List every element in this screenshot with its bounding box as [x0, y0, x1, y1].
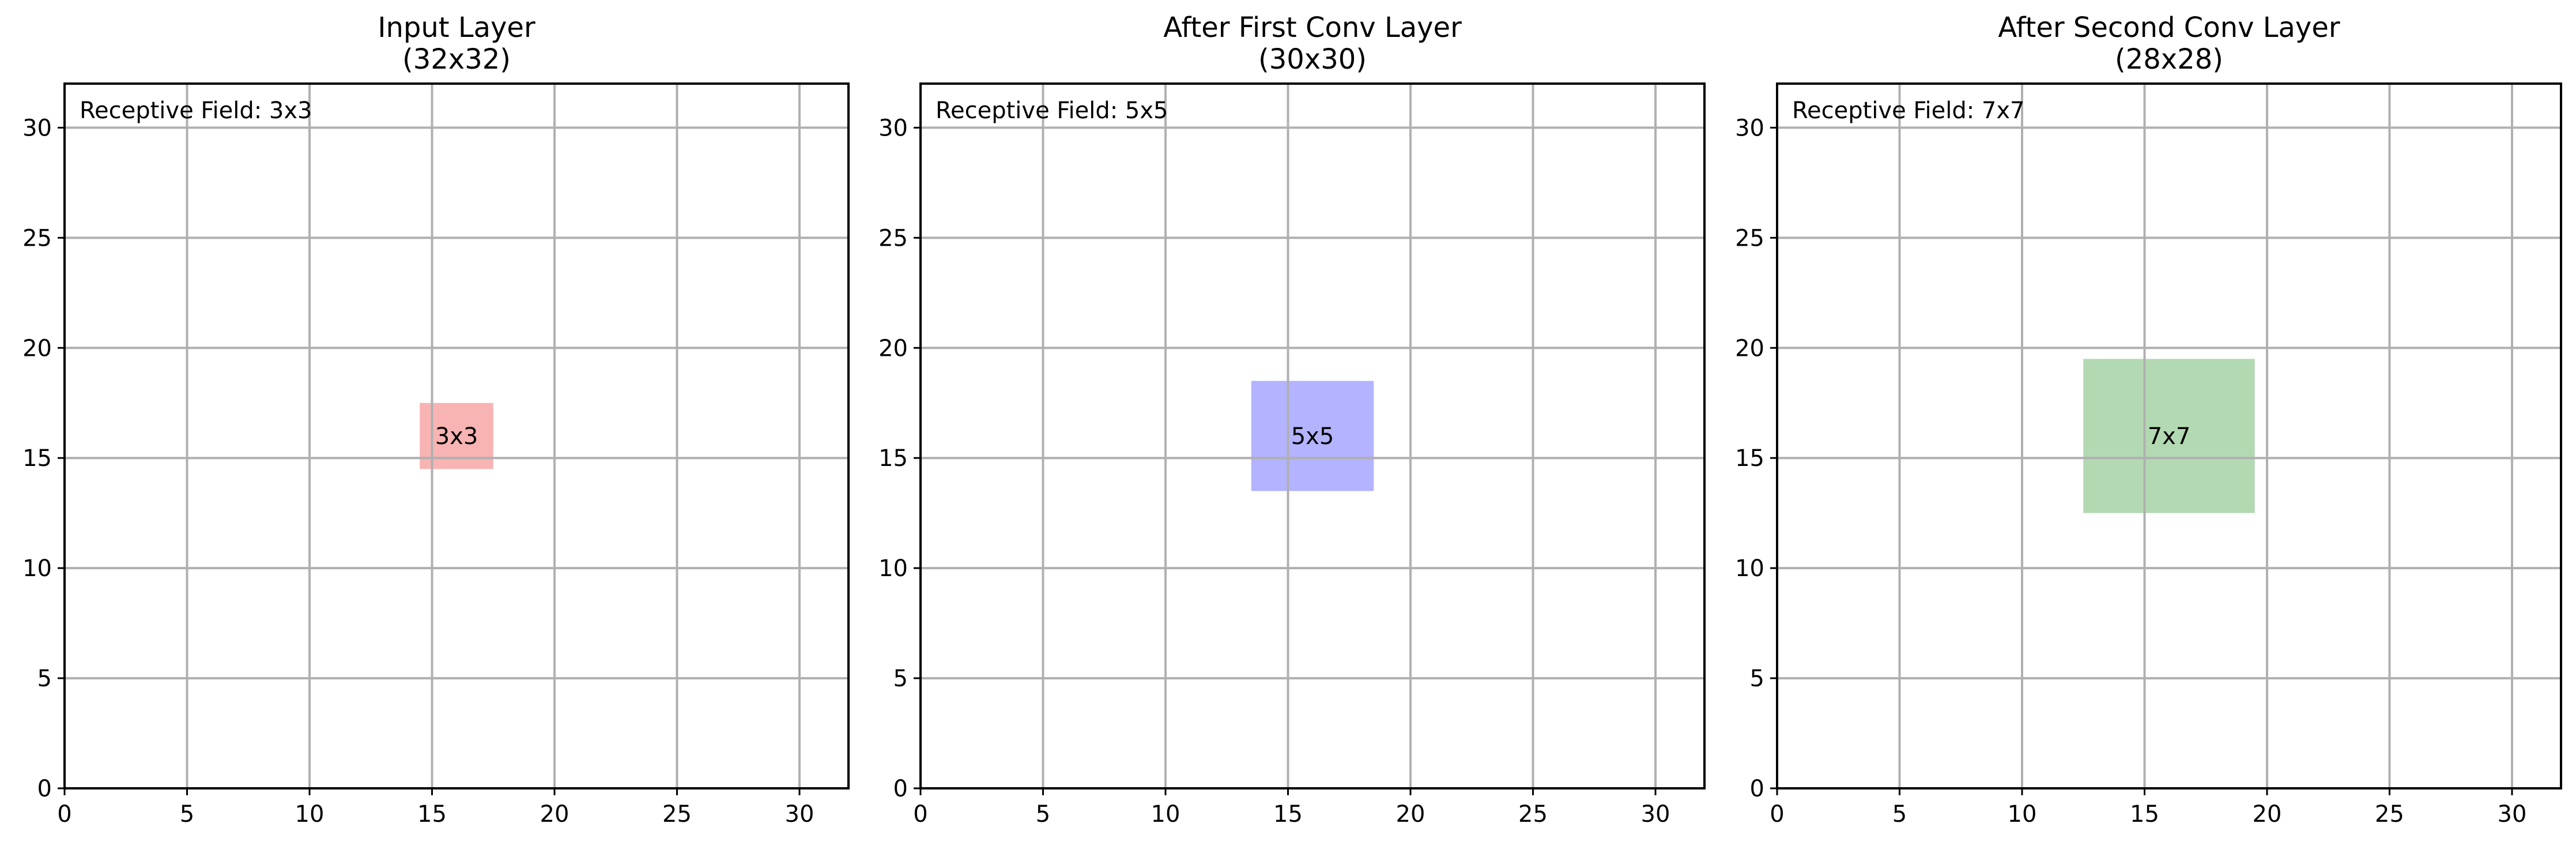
x-tick-label: 10 — [295, 801, 325, 828]
y-tick-label: 15 — [1735, 445, 1764, 472]
y-tick-label: 15 — [878, 445, 908, 472]
chart-title: After First Conv Layer (30x30) — [1163, 12, 1462, 76]
axes-frame — [1776, 82, 2562, 789]
receptive-field-annotation: Receptive Field: 3x3 — [80, 97, 312, 124]
x-tick-label: 5 — [180, 801, 194, 828]
receptive-field-label: 7x7 — [2148, 423, 2191, 450]
receptive-field-annotation: Receptive Field: 7x7 — [1792, 97, 2024, 124]
x-tick-label: 10 — [2008, 801, 2037, 828]
x-tick-label: 5 — [1036, 801, 1050, 828]
x-tick-label: 15 — [1273, 801, 1303, 828]
x-tick-label: 0 — [1770, 801, 1784, 828]
y-tick-label: 25 — [22, 225, 52, 251]
chart-panel-2: 5x5 0 5 10 15 20 25 30 0 5 10 15 20 25 30 Receptive Fie… — [878, 12, 1706, 828]
receptive-field-label: 3x3 — [435, 423, 478, 450]
x-tick-label: 25 — [662, 801, 692, 828]
y-tick-label: 25 — [1735, 225, 1764, 251]
receptive-field-label: 5x5 — [1291, 423, 1334, 450]
x-tick-label: 15 — [2130, 801, 2159, 828]
y-tick-label: 30 — [1735, 115, 1764, 141]
axes-frame — [63, 82, 850, 789]
chart-panel-1: 3x3 0 5 10 15 20 25 30 0 5 10 15 20 25 30 Receptive Fie… — [22, 12, 850, 828]
x-tick-label: 25 — [2375, 801, 2404, 828]
chart-title: After Second Conv Layer (28x28) — [1998, 12, 2340, 76]
receptive-field-rect — [2083, 359, 2255, 513]
y-tick-label: 5 — [893, 665, 908, 692]
x-tick-label: 10 — [1151, 801, 1180, 828]
y-tick-label: 0 — [37, 776, 52, 802]
receptive-field-annotation: Receptive Field: 5x5 — [936, 97, 1168, 124]
x-tick-label: 20 — [1396, 801, 1425, 828]
y-tick-label: 30 — [878, 115, 908, 141]
x-tick-label: 0 — [57, 801, 71, 828]
x-tick-label: 5 — [1892, 801, 1907, 828]
y-tick-label: 5 — [1750, 665, 1764, 692]
y-tick-label: 25 — [878, 225, 908, 251]
y-tick-label: 20 — [22, 335, 52, 362]
x-tick-label: 20 — [540, 801, 569, 828]
x-tick-label: 0 — [913, 801, 927, 828]
x-tick-label: 30 — [785, 801, 814, 828]
y-tick-label: 20 — [1735, 335, 1764, 362]
chart-panel-3: 7x7 0 5 10 15 20 25 30 0 5 10 15 20 25 30 Receptive Fie… — [1735, 12, 2562, 828]
y-tick-label: 10 — [878, 555, 908, 582]
y-tick-label: 5 — [37, 665, 52, 692]
y-tick-label: 10 — [1735, 555, 1764, 582]
y-tick-label: 30 — [22, 115, 52, 141]
x-tick-label: 30 — [2498, 801, 2527, 828]
y-tick-label: 10 — [22, 555, 52, 582]
x-tick-label: 25 — [1518, 801, 1548, 828]
chart-title: Input Layer (32x32) — [378, 12, 535, 76]
x-tick-label: 15 — [417, 801, 447, 828]
x-tick-label: 20 — [2253, 801, 2282, 828]
y-tick-label: 0 — [893, 776, 908, 802]
y-tick-label: 20 — [878, 335, 908, 362]
y-tick-label: 0 — [1750, 776, 1764, 802]
x-tick-label: 30 — [1641, 801, 1670, 828]
receptive-field-rect — [1251, 381, 1374, 491]
y-tick-label: 15 — [22, 445, 52, 472]
axes-frame — [919, 82, 1706, 789]
